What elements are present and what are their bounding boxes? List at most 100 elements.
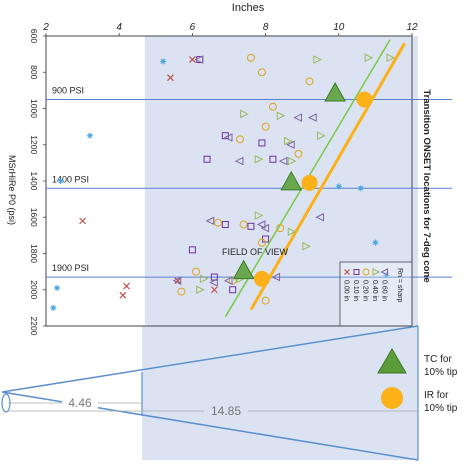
legend-symbol (353, 269, 360, 275)
series-0-60-in (172, 55, 324, 287)
data-point (278, 156, 288, 166)
data-point-stroke (372, 240, 378, 246)
ir-legend-label-2: 10% tip (424, 403, 458, 414)
y-tick-label: 1400 (29, 172, 39, 191)
data-point-stroke (336, 183, 342, 189)
pressure-line-label: 900 PSI (52, 85, 84, 95)
legend-symbol (362, 268, 370, 276)
data-point (194, 55, 204, 64)
data-point (287, 156, 297, 166)
data-point-stroke (358, 185, 364, 191)
data-point (315, 212, 324, 222)
data-point (235, 135, 244, 144)
data-point (188, 56, 196, 63)
data-point-stroke (167, 74, 174, 82)
dim-inner-value: 4.46 (68, 396, 92, 410)
data-point (53, 284, 60, 291)
series-0-20-in (177, 53, 314, 305)
data-point (308, 113, 317, 122)
data-point (276, 111, 286, 121)
data-point-stroke (210, 286, 218, 294)
legend-symbol (380, 268, 388, 276)
data-point (196, 285, 205, 295)
legend-entries: 0.00 in 0.10 in 0.20 in 0.40 in 0.60 in (343, 268, 388, 301)
y-tick-label: 1600 (29, 208, 39, 227)
data-point (214, 218, 223, 227)
data-point (269, 155, 277, 163)
ir-fit-line (249, 42, 406, 311)
y-tick-label: 1000 (29, 99, 39, 118)
data-point (223, 276, 233, 285)
series-0-40-in (196, 53, 396, 295)
y-axis: 600 800 1000 1200 1400 1600 1800 2000 2200 (29, 29, 46, 336)
data-point (86, 132, 93, 139)
legend-symbol (344, 269, 350, 275)
side-legend: TC for 10% tip IR for 10% tip (377, 348, 458, 414)
data-point-stroke (123, 282, 130, 290)
data-point-stroke (119, 291, 127, 299)
legend-label: 0.10 in (352, 280, 359, 301)
ir-legend-label-1: IR for (424, 390, 449, 401)
data-point-stroke (50, 305, 56, 311)
data-point (256, 220, 266, 229)
ir-marker (253, 270, 270, 287)
data-point (172, 276, 182, 285)
dim-outer-value: 14.85 (211, 404, 241, 418)
data-point (302, 241, 311, 251)
data-point (209, 278, 218, 287)
field-of-view-label: FIELD OF VIEW (222, 247, 289, 257)
data-point (254, 211, 264, 220)
legend-label: 0.20 in (362, 280, 369, 301)
data-point (239, 220, 248, 229)
series-0-00-in (79, 56, 218, 299)
data-point (257, 238, 266, 247)
data-point (335, 183, 342, 190)
data-point (188, 246, 196, 254)
legend-symbol-stroke (344, 269, 350, 275)
data-point (167, 74, 174, 82)
data-point-stroke (87, 133, 93, 139)
data-point-stroke (160, 58, 166, 64)
data-point (199, 274, 209, 284)
data-point (50, 304, 57, 311)
data-point (123, 282, 130, 290)
pressure-line-label: 1400 PSI (52, 174, 89, 184)
data-point (293, 113, 303, 122)
data-point (257, 68, 266, 77)
y-tick-label: 1200 (29, 135, 39, 154)
dim-inner-bg (62, 394, 98, 410)
data-point (79, 217, 87, 225)
data-point (210, 286, 218, 294)
data-point (254, 154, 264, 164)
legend-label: 0.40 in (371, 280, 378, 301)
data-point (317, 131, 326, 140)
ir-legend-marker (381, 387, 403, 409)
data-point (386, 53, 396, 63)
x-axis: 2 4 6 8 10 12 (42, 22, 418, 36)
cone-diagram: 4.46 14.85 (1, 325, 419, 461)
fit-markers (232, 81, 373, 287)
x-tick-label: 12 (406, 22, 418, 33)
legend-label: 0.00 in (343, 280, 350, 301)
tc-legend-label-2: 10% tip (424, 367, 458, 378)
tc-marker (280, 170, 303, 191)
legend: 0.00 in 0.10 in 0.20 in 0.40 in 0.60 in Rn =… (339, 261, 413, 327)
tc-legend-label-1: TC for (424, 354, 452, 365)
y-tick-label: 2200 (29, 317, 39, 336)
data-point (228, 276, 237, 285)
data-point (305, 77, 314, 86)
data-point (177, 287, 186, 296)
ir-marker (356, 91, 373, 108)
data-point (372, 239, 379, 246)
x-tick-label: 10 (333, 22, 345, 33)
data-point (260, 223, 270, 233)
data-point (261, 122, 270, 131)
x-tick-label: 4 (116, 22, 122, 33)
pressure-line-label: 1900 PSI (52, 263, 89, 273)
data-point (57, 178, 64, 184)
data-point (286, 140, 295, 150)
x-tick-label: 2 (42, 22, 49, 33)
tc-legend-marker (377, 348, 407, 374)
data-point (258, 139, 266, 147)
